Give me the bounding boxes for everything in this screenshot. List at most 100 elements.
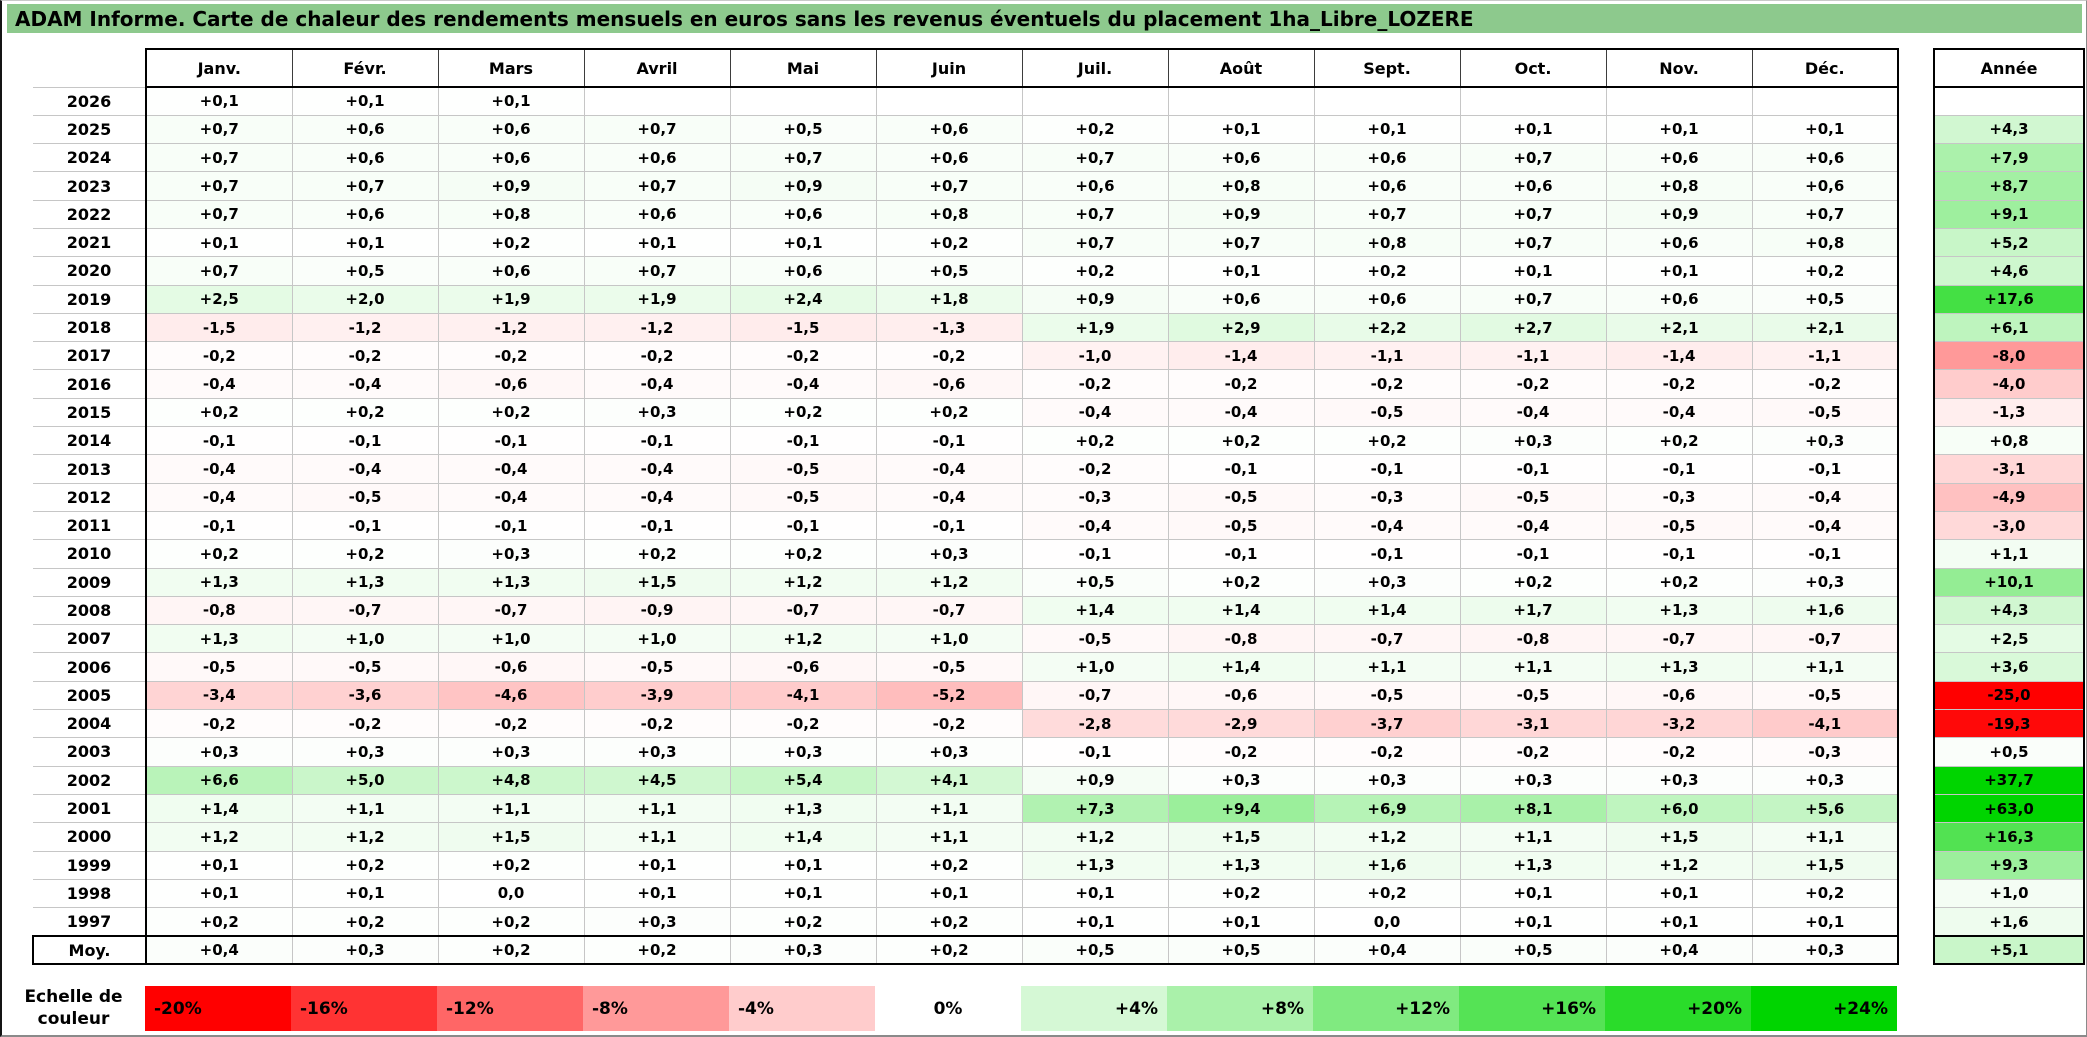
month-value-cell: +1,3 — [1021, 850, 1169, 880]
month-value-cell: +1,1 — [875, 793, 1023, 824]
month-value-cell: +0,5 — [1751, 284, 1899, 314]
month-value-cell: +0,6 — [1021, 171, 1169, 201]
month-value-cell: +0,8 — [1751, 227, 1899, 258]
month-value-cell: +1,1 — [1751, 652, 1899, 682]
month-value-cell: +0,6 — [1313, 171, 1461, 201]
year-label: 2012 — [33, 483, 147, 512]
month-value-cell: +1,3 — [729, 793, 877, 824]
month-value-cell: +9,4 — [1167, 793, 1315, 824]
table-row: 2009 +1,3 +1,3 +1,3 +1,5 +1,2 +1,2 +0,5 +0,2 +0,3… — [33, 567, 2085, 597]
month-value-cell: +1,9 — [437, 284, 585, 314]
month-value-cell: -0,4 — [1751, 510, 1899, 541]
annual-value-cell: +4,6 — [1933, 256, 2085, 286]
table-row: 2024 +0,7 +0,6 +0,6 +0,6 +0,7 +0,6 +0,7 +0,6 +0,6… — [33, 143, 2085, 173]
month-value-cell: +1,5 — [437, 822, 585, 852]
month-value-cell: -0,2 — [1459, 369, 1607, 399]
month-value-cell: +1,2 — [875, 567, 1023, 597]
month-value-cell: +0,2 — [1751, 878, 1899, 909]
annual-value-cell: +5,1 — [1933, 934, 2085, 966]
month-value-cell: -3,4 — [145, 680, 293, 711]
month-value-cell: +1,1 — [437, 793, 585, 824]
month-value-cell: +1,6 — [1751, 595, 1899, 626]
month-value-cell: -0,5 — [1313, 397, 1461, 428]
month-value-cell: -0,7 — [875, 595, 1023, 626]
month-value-cell: +0,7 — [583, 171, 731, 201]
month-value-cell: +0,3 — [291, 737, 439, 767]
month-value-cell: -0,6 — [1605, 680, 1753, 711]
year-label: 2014 — [33, 426, 147, 456]
table-row: 1997 +0,2 +0,2 +0,2 +0,3 +0,2 +0,2 +0,1 +0,1 0,0 +… — [33, 907, 2085, 937]
month-header: Mars — [437, 48, 585, 88]
month-value-cell: -0,2 — [1605, 737, 1753, 767]
month-value-cell: -0,2 — [729, 341, 877, 371]
month-header: Sept. — [1313, 48, 1461, 88]
month-value-cell: +0,1 — [729, 850, 877, 880]
month-value-cell: -0,7 — [291, 595, 439, 626]
year-label: 2018 — [33, 313, 147, 343]
month-value-cell: +1,0 — [875, 624, 1023, 654]
color-scale-cells: -20% -16% -12% -8% -4% 0% +4% +8% +12% +16% +20% +2… — [145, 986, 1897, 1032]
month-value-cell: +0,7 — [145, 143, 293, 173]
scale-cell: 0% — [875, 986, 1021, 1032]
month-value-cell: -1,4 — [1167, 341, 1315, 371]
month-value-cell: -0,5 — [729, 482, 877, 512]
month-value-cell: +0,2 — [145, 907, 293, 937]
month-value-cell: +0,1 — [1605, 256, 1753, 286]
month-value-cell: -0,7 — [437, 595, 585, 626]
annual-value-cell: -3,1 — [1933, 454, 2085, 484]
month-value-cell: +0,7 — [1167, 227, 1315, 258]
month-value-cell: -0,1 — [583, 510, 731, 541]
month-value-cell: +0,7 — [145, 114, 293, 145]
month-value-cell: -1,2 — [437, 312, 585, 343]
annual-value-cell: -3,0 — [1933, 510, 2085, 541]
month-value-cell: +2,5 — [145, 284, 293, 314]
month-value-cell: +0,6 — [1605, 143, 1753, 173]
gap-column — [1898, 200, 1934, 229]
month-value-cell: +1,7 — [1459, 595, 1607, 626]
month-value-cell: +1,5 — [1751, 850, 1899, 880]
month-value-cell: +1,2 — [291, 822, 439, 852]
month-value-cell: -0,7 — [729, 595, 877, 626]
month-value-cell: +0,6 — [583, 199, 731, 229]
month-value-cell: -0,2 — [1167, 369, 1315, 399]
annual-value-cell: +9,3 — [1933, 850, 2085, 880]
month-value-cell: +0,1 — [437, 86, 585, 116]
month-value-cell: +1,5 — [583, 567, 731, 597]
heatmap-table: Janv. Févr. Mars Avril Mai Juin Juil. Août Sept.… — [32, 48, 2085, 966]
month-value-cell: +0,7 — [145, 256, 293, 286]
month-value-cell: +0,9 — [437, 171, 585, 201]
month-value-cell: +0,1 — [1459, 256, 1607, 286]
month-value-cell: -0,4 — [145, 369, 293, 399]
month-value-cell: +0,1 — [1313, 114, 1461, 145]
month-value-cell: +0,3 — [1313, 765, 1461, 795]
year-label: 2008 — [33, 596, 147, 626]
month-value-cell: +0,7 — [1459, 227, 1607, 258]
month-value-cell: -0,4 — [1459, 510, 1607, 541]
month-value-cell: -0,5 — [291, 652, 439, 682]
month-value-cell: -0,4 — [1021, 510, 1169, 541]
month-value-cell: -0,1 — [1021, 539, 1169, 569]
month-value-cell: +0,4 — [1313, 934, 1461, 966]
month-value-cell: +0,1 — [1751, 114, 1899, 145]
year-label: 2024 — [33, 143, 147, 173]
month-value-cell: +0,4 — [1605, 934, 1753, 966]
scale-cell: +4% — [1021, 986, 1167, 1032]
table-row: 2002 +6,6 +5,0 +4,8 +4,5 +5,4 +4,1 +0,9 +0,3 +0,3… — [33, 765, 2085, 795]
month-value-cell: +0,6 — [875, 143, 1023, 173]
month-value-cell: -0,5 — [875, 652, 1023, 682]
month-value-cell: +0,6 — [1167, 284, 1315, 314]
month-value-cell: +0,3 — [1459, 426, 1607, 456]
month-value-cell: +0,3 — [437, 737, 585, 767]
month-value-cell: +0,1 — [1021, 878, 1169, 909]
month-value-cell: +0,9 — [729, 171, 877, 201]
month-value-cell: +0,7 — [1459, 143, 1607, 173]
month-value-cell: +0,5 — [1167, 934, 1315, 966]
month-value-cell: +1,3 — [1605, 652, 1753, 682]
month-value-cell: +1,6 — [1313, 850, 1461, 880]
month-value-cell: +0,2 — [729, 539, 877, 569]
month-value-cell: -0,1 — [291, 510, 439, 541]
year-label: 2011 — [33, 511, 147, 541]
month-value-cell: +5,4 — [729, 765, 877, 795]
month-value-cell: -0,1 — [291, 426, 439, 456]
month-value-cell: -0,1 — [1021, 737, 1169, 767]
